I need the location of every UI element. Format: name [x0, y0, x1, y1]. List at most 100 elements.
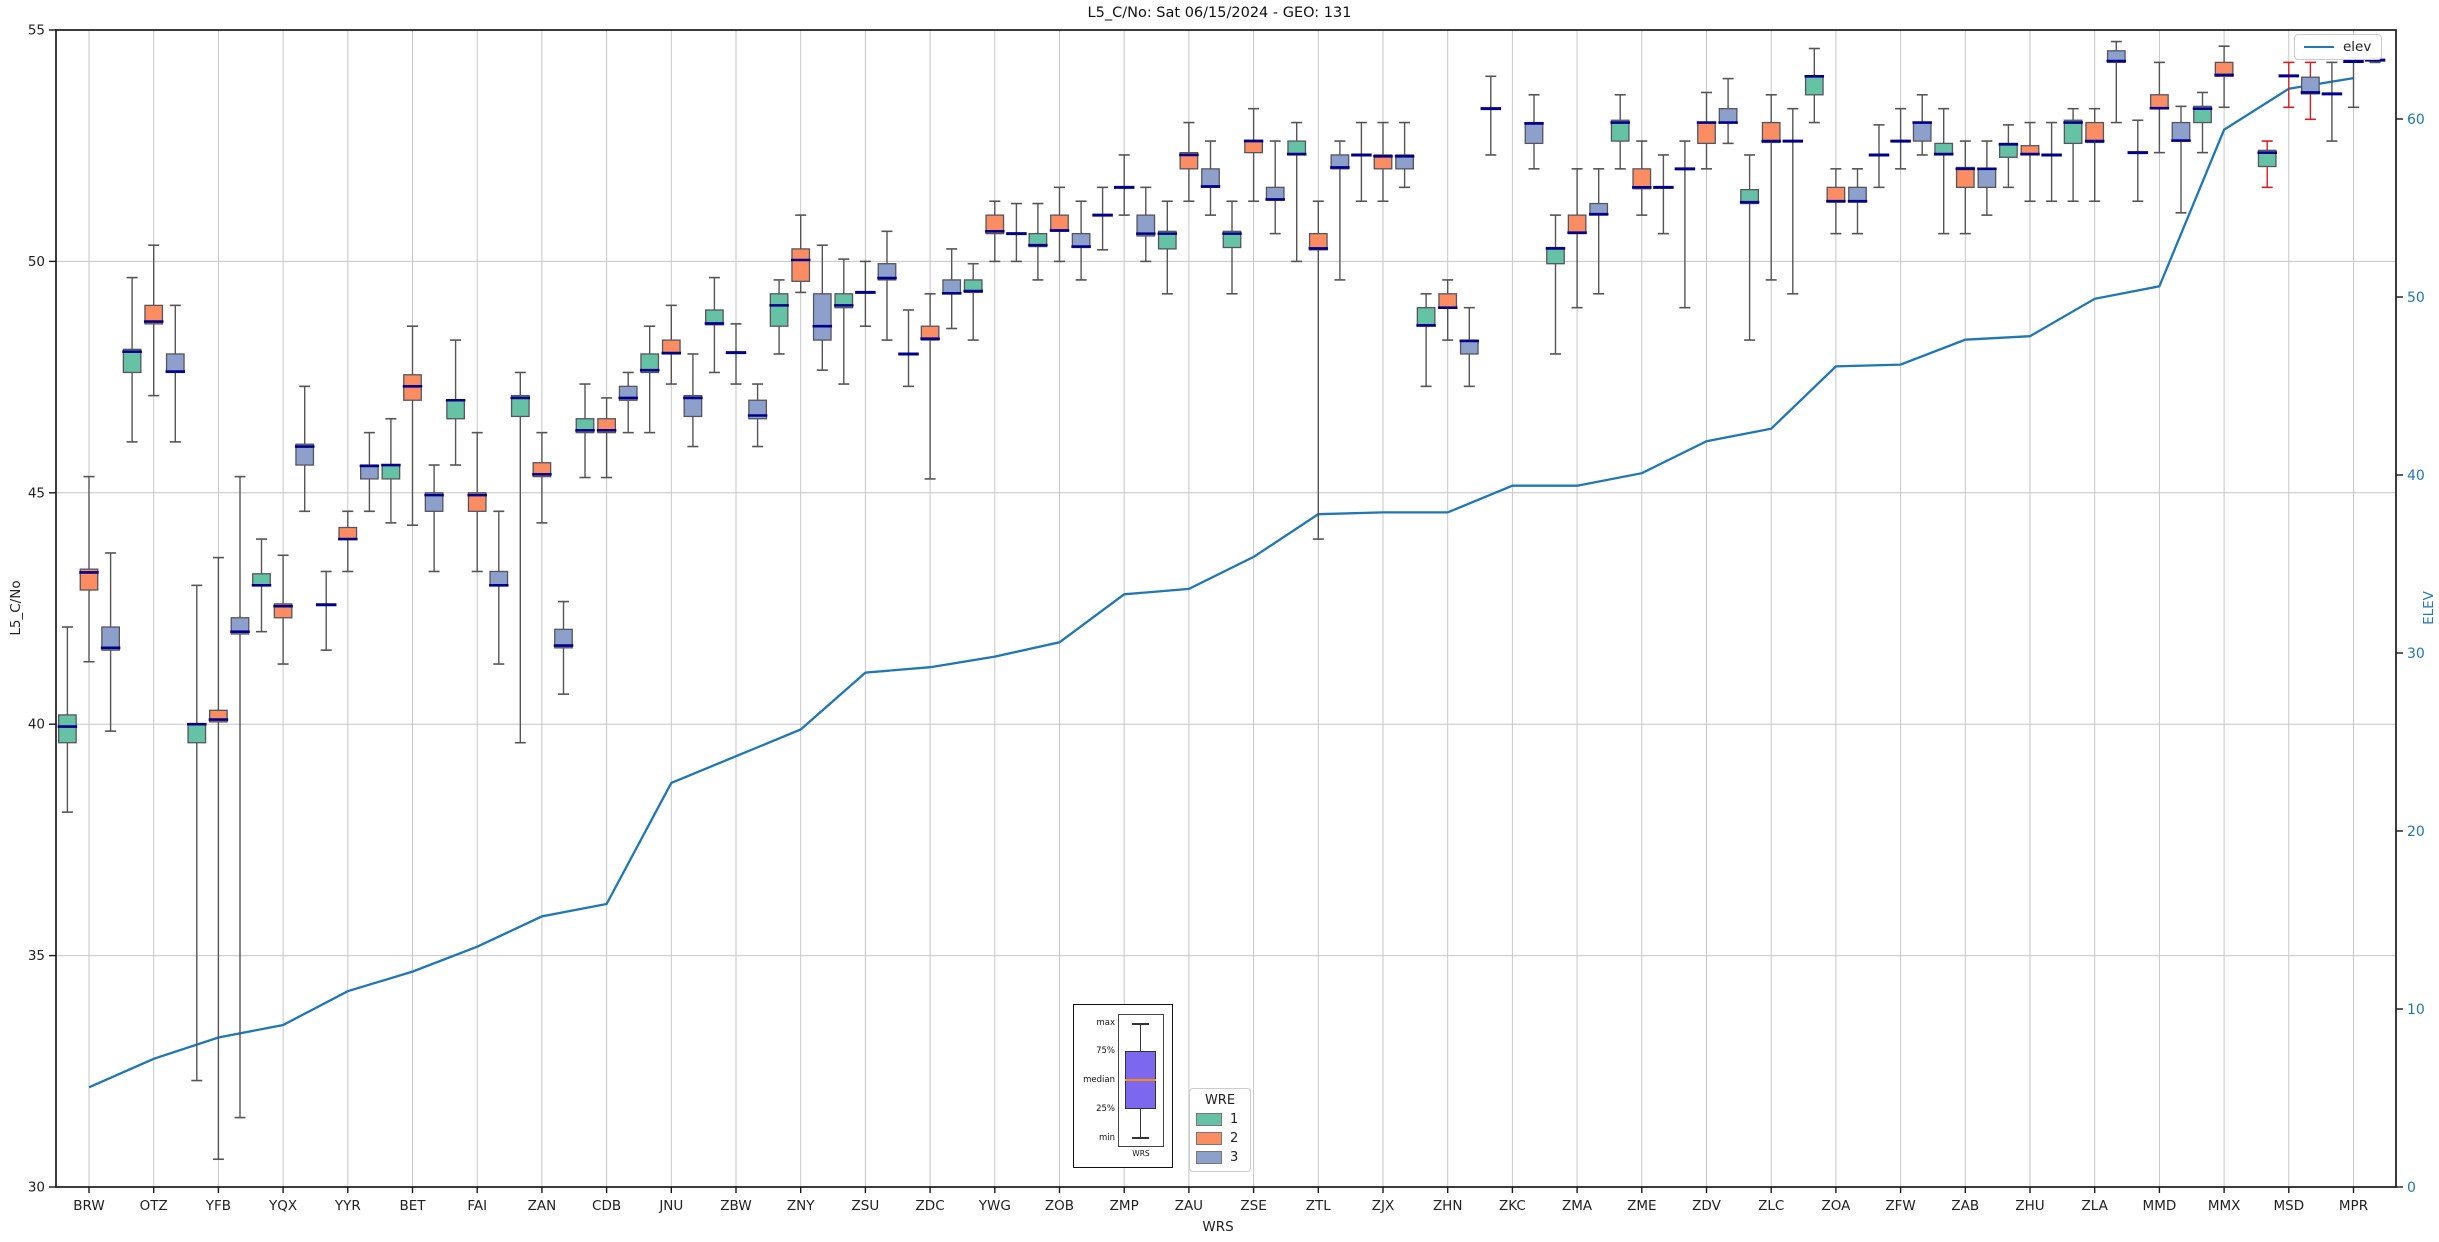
- svg-text:ZOB: ZOB: [1045, 1198, 1074, 1214]
- box: [640, 353, 660, 374]
- svg-text:35: 35: [28, 948, 45, 964]
- box: [1718, 108, 1738, 124]
- box: [1977, 168, 1997, 189]
- wre-legend-item-2: 2: [1196, 1131, 1244, 1146]
- svg-text:0: 0: [2407, 1180, 2416, 1196]
- svg-text:ZSE: ZSE: [1240, 1198, 1266, 1214]
- elev-line-swatch: [2304, 46, 2334, 48]
- box: [1546, 246, 1565, 265]
- box: [2257, 149, 2277, 168]
- svg-text:MMX: MMX: [2208, 1198, 2241, 1214]
- box: [489, 570, 509, 587]
- svg-text:30: 30: [28, 1180, 45, 1196]
- svg-text:40: 40: [2407, 468, 2425, 484]
- inset-median-line: [1125, 1079, 1156, 1082]
- svg-text:BRW: BRW: [73, 1198, 104, 1214]
- inset-min-cap: [1132, 1137, 1149, 1139]
- svg-text:ZFW: ZFW: [1885, 1198, 1915, 1214]
- svg-text:YYR: YYR: [334, 1198, 361, 1214]
- box: [446, 399, 466, 420]
- svg-text:ZNY: ZNY: [787, 1198, 815, 1214]
- wre-legend-title: WRE: [1204, 1093, 1236, 1108]
- box: [769, 293, 789, 327]
- wre-series-3: [100, 40, 2386, 1119]
- box: [554, 628, 573, 649]
- wre-item-label: 2: [1230, 1131, 1239, 1146]
- box: [748, 399, 767, 420]
- box: [683, 394, 703, 418]
- box: [252, 573, 271, 587]
- wre-legend-item-3: 3: [1196, 1150, 1244, 1165]
- box: [942, 279, 962, 295]
- box: [1524, 121, 1544, 145]
- svg-text:ZMA: ZMA: [1562, 1198, 1593, 1214]
- box: [2106, 50, 2126, 64]
- svg-text:55: 55: [28, 23, 45, 39]
- elev-line: [88, 76, 2354, 1089]
- svg-text:20: 20: [2407, 824, 2425, 840]
- elev-legend: elev: [2294, 34, 2383, 60]
- boxplot-explainer-inset: max 75% median 25% min WRS: [1073, 1004, 1173, 1168]
- svg-text:ZSU: ZSU: [852, 1198, 880, 1214]
- box: [58, 714, 77, 744]
- x-axis-label: WRS: [1202, 1219, 1234, 1235]
- box: [1157, 230, 1177, 250]
- wre-swatch-3: [1196, 1151, 1222, 1164]
- box: [381, 464, 401, 480]
- box: [963, 279, 983, 294]
- chart-title: L5_C/No: Sat 06/15/2024 - GEO: 131: [1087, 5, 1352, 21]
- inset-axes-frame: [1118, 1014, 1164, 1147]
- wre-swatch-1: [1196, 1113, 1222, 1126]
- box: [1567, 214, 1587, 235]
- svg-text:ZAN: ZAN: [528, 1198, 557, 1214]
- box: [2300, 76, 2320, 95]
- svg-text:50: 50: [28, 254, 45, 270]
- box: [1395, 154, 1414, 170]
- wre-item-label: 1: [1230, 1112, 1239, 1127]
- box: [1416, 307, 1436, 327]
- box: [1955, 166, 1975, 189]
- wre-item-label: 3: [1230, 1150, 1239, 1165]
- svg-text:FAI: FAI: [467, 1198, 487, 1214]
- box: [705, 309, 724, 326]
- box: [812, 293, 832, 341]
- svg-text:JNU: JNU: [658, 1198, 683, 1214]
- svg-text:ZHU: ZHU: [2015, 1198, 2044, 1214]
- inset-label-max: max: [1096, 1018, 1115, 1028]
- box: [338, 526, 358, 540]
- svg-text:ZDV: ZDV: [1692, 1198, 1721, 1214]
- box: [920, 325, 940, 341]
- box: [1761, 121, 1781, 144]
- box: [1697, 121, 1716, 145]
- inset-label-75: 75%: [1096, 1046, 1115, 1056]
- box: [467, 492, 487, 512]
- svg-text:OTZ: OTZ: [140, 1198, 168, 1214]
- box: [2149, 94, 2169, 110]
- elev-legend-label: elev: [2343, 39, 2372, 55]
- inset-label-median: median: [1083, 1075, 1115, 1085]
- wre-series-1: [57, 47, 2343, 1082]
- box: [1610, 119, 1630, 142]
- svg-text:ZBW: ZBW: [720, 1198, 751, 1214]
- svg-text:40: 40: [28, 717, 45, 733]
- plot-border: [55, 29, 2397, 1188]
- box: [122, 348, 142, 374]
- box: [877, 263, 897, 281]
- box: [165, 353, 185, 374]
- box: [79, 568, 99, 591]
- svg-text:30: 30: [2407, 646, 2425, 662]
- box: [424, 492, 444, 512]
- box: [230, 617, 250, 635]
- svg-text:60: 60: [2407, 112, 2425, 128]
- box: [1222, 230, 1242, 249]
- svg-text:ZAU: ZAU: [1175, 1198, 1203, 1214]
- box: [1632, 168, 1652, 190]
- box: [1438, 293, 1458, 309]
- box: [295, 443, 315, 466]
- svg-text:MPR: MPR: [2339, 1198, 2368, 1214]
- inset-label-25: 25%: [1096, 1104, 1115, 1114]
- box: [1740, 189, 1759, 205]
- svg-text:ZLC: ZLC: [1758, 1198, 1784, 1214]
- svg-text:ZTL: ZTL: [1306, 1198, 1331, 1214]
